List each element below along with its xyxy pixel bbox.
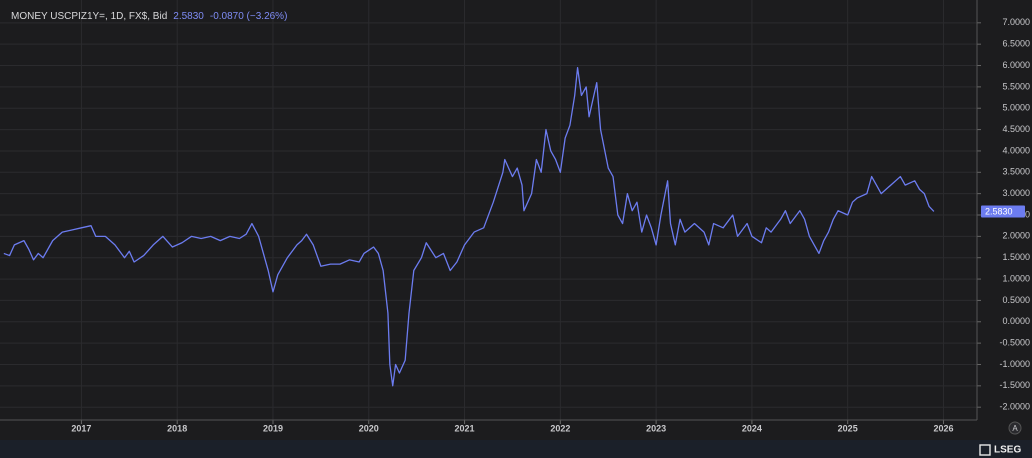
brand-logo xyxy=(979,444,991,456)
axes: -2.0000 -1.5000 -1.0000 -0.5000 0.0000 0.5000… xyxy=(0,0,1030,433)
plot xyxy=(3,67,935,387)
line-series xyxy=(3,67,935,387)
x-tick-label: 2022 xyxy=(550,423,570,433)
last-value: 2.5830 xyxy=(173,11,204,22)
y-tick-label: -0.5000 xyxy=(999,338,1030,348)
x-tick-label: 2019 xyxy=(263,423,283,433)
x-tick-label: 2026 xyxy=(933,423,953,433)
brand: LSEG xyxy=(994,445,1021,456)
x-tick-label: 2018 xyxy=(167,423,187,433)
header: MONEY USCPIZ1Y=, 1D, FX$, Bid 2.5830 -0.08… xyxy=(11,11,287,22)
x-tick-label: 2021 xyxy=(455,423,475,433)
x-tick-label: 2023 xyxy=(646,423,666,433)
y-tick-label: 7.0000 xyxy=(1002,17,1030,27)
last-value-label: 2.5830 xyxy=(985,206,1013,216)
x-tick-label: 2017 xyxy=(71,423,91,433)
y-tick-label: 3.0000 xyxy=(1002,188,1030,198)
grid xyxy=(0,0,977,420)
y-tick-label: -1.0000 xyxy=(999,359,1030,369)
change: -0.0870 (−3.26%) xyxy=(209,11,288,22)
y-tick-label: 5.0000 xyxy=(1002,103,1030,113)
y-tick-label: 0.5000 xyxy=(1002,295,1030,305)
footer-bar xyxy=(0,440,1032,458)
autoscale-button-bg[interactable] xyxy=(1008,421,1022,435)
x-tick-label: 2020 xyxy=(359,423,379,433)
y-tick-label: 4.5000 xyxy=(1002,124,1030,134)
y-tick-label: 6.5000 xyxy=(1002,39,1030,49)
y-tick-label: 0.0000 xyxy=(1002,316,1030,326)
last-value-box xyxy=(981,205,1025,218)
y-tick-label: 1.5000 xyxy=(1002,252,1030,262)
y-tick-label: 3.5000 xyxy=(1002,167,1030,177)
x-tick-label: 2024 xyxy=(742,423,762,433)
autoscale-button[interactable]: A xyxy=(1012,424,1018,433)
y-tick-label: -1.5000 xyxy=(999,380,1030,390)
x-tick-label: 2025 xyxy=(838,423,858,433)
y-tick-label: -2.0000 xyxy=(999,402,1030,412)
y-tick-label: 4.0000 xyxy=(1002,145,1030,155)
symbol: MONEY USCPIZ1Y=, 1D, FX$, Bid xyxy=(11,11,168,22)
y-tick-label: 6.0000 xyxy=(1002,60,1030,70)
y-tick-label: 5.5000 xyxy=(1002,81,1030,91)
y-tick-label: 2.0000 xyxy=(1002,231,1030,241)
y-tick-label: 1.0000 xyxy=(1002,273,1030,283)
